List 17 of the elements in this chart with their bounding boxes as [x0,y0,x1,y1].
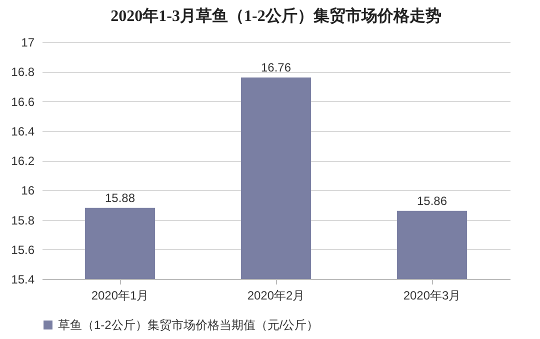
y-tick-label: 16 [21,184,35,198]
y-tick-label: 15.6 [11,242,35,257]
x-tick-label: 2020年1月 [91,288,149,302]
chart-title: 2020年1-3月草鱼（1-2公斤）集贸市场价格走势 [110,7,442,25]
legend-label: 草鱼（1-2公斤）集贸市场价格当期值（元/公斤） [58,318,319,332]
y-tick-label: 16.2 [11,154,35,168]
data-label: 16.76 [260,60,292,75]
y-tick-label: 16.4 [11,124,35,138]
x-tick-label: 2020年3月 [403,288,461,302]
y-tick-label: 17 [21,36,35,50]
data-label: 15.88 [104,190,136,205]
data-label: 15.86 [416,194,448,208]
y-tick-label: 15.8 [11,213,35,228]
y-tick-label: 15.4 [11,272,35,286]
y-tick-label: 16.6 [11,94,35,109]
y-tick-label: 16.8 [11,65,35,80]
x-tick-label: 2020年2月 [247,288,305,302]
